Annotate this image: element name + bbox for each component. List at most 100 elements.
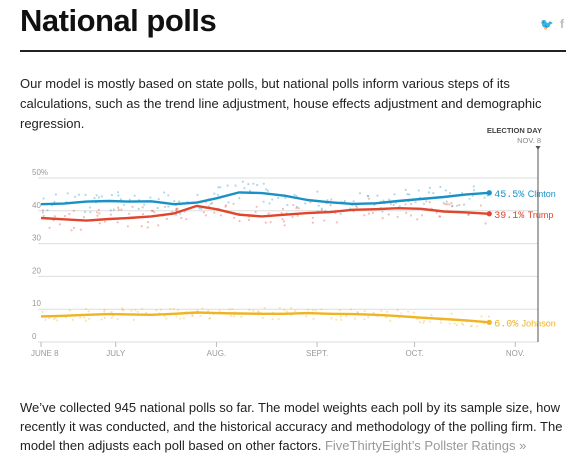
poll-dot [450,312,453,315]
poll-dot [428,320,431,323]
poll-dot [451,204,454,207]
poll-dot [320,308,323,311]
poll-dot [110,310,113,313]
series-line-johnson [40,311,490,324]
poll-dot [200,207,203,210]
poll-dot [103,220,107,223]
y-tick-label: 50% [32,168,48,177]
poll-dot [304,202,307,205]
poll-dot [103,316,106,319]
poll-dot [87,310,90,313]
y-tick-label: 40 [32,201,41,210]
poll-dot [243,187,246,190]
poll-dot [149,196,152,199]
series-end-point-johnson [486,319,492,325]
poll-dot [238,220,241,223]
twitter-icon[interactable]: 🐦 [540,19,554,31]
series-end-point-trump [486,211,492,217]
poll-dot [363,318,366,321]
poll-dot [155,309,158,312]
poll-dot [285,310,288,313]
poll-dot [416,218,419,221]
poll-dot [72,226,76,229]
series-end-label-trump: 39.1% [494,211,524,222]
poll-dot [97,208,100,211]
poll-dot [84,193,87,196]
poll-dot [41,310,44,313]
poll-dot [191,314,194,317]
poll-dot [247,218,250,221]
poll-dot [117,206,120,209]
poll-dot [283,224,286,227]
election-day-marker [535,146,541,150]
poll-dot [372,311,375,314]
poll-dot [329,204,332,207]
poll-dot [82,216,85,219]
poll-dot [71,318,74,321]
poll-dot [53,318,56,321]
poll-dot [209,202,212,205]
poll-dot [430,314,433,317]
poll-dot [404,188,407,191]
poll-dot [462,203,466,206]
poll-dot [165,317,168,320]
poll-dot [84,211,87,214]
facebook-icon[interactable]: f [560,17,564,31]
poll-dot [196,193,199,196]
poll-dot [335,318,338,321]
poll-dot [198,207,201,210]
poll-dot [211,202,214,205]
poll-dot [449,192,452,195]
poll-dot [428,201,431,204]
intro-paragraph: Our model is mostly based on state polls… [20,76,542,131]
poll-dot [172,307,175,310]
poll-dot [95,211,99,214]
poll-dot [130,309,133,312]
poll-dot [314,309,317,312]
poll-dot [141,206,144,209]
outro-paragraph: We’ve collected 945 national polls so fa… [20,398,570,455]
poll-dot [83,316,86,319]
poll-dot [93,197,96,200]
poll-dot [289,307,293,310]
poll-dot [294,309,297,313]
poll-dot [133,194,136,197]
poll-dot [153,211,156,214]
poll-dot [179,212,182,215]
poll-dot [320,209,323,212]
poll-dot [165,217,168,220]
poll-dot [151,209,154,212]
poll-dot [96,214,99,217]
outro-text: We’ve collected 945 national polls so fa… [20,400,563,453]
poll-dot [467,213,470,216]
poll-dot [363,214,366,217]
pollster-ratings-link[interactable]: FiveThirtyEight’s Pollster Ratings » [324,438,527,453]
poll-dot [422,321,425,324]
poll-dot [228,308,231,311]
poll-dot [103,310,106,313]
series-end-label-johnson: 6.0% [494,319,518,330]
poll-dot [169,307,172,310]
poll-dot [175,315,178,318]
y-tick-label: 10 [32,299,41,308]
x-tick-label: JULY [106,349,126,358]
poll-dot [292,204,295,207]
poll-dot [173,200,176,203]
poll-dot [98,222,101,225]
poll-dot [143,203,146,206]
poll-dot [122,309,125,312]
poll-dot [283,308,286,311]
poll-dot [255,205,258,208]
poll-dot [475,325,479,328]
poll-dot [247,183,250,186]
poll-dot [54,193,58,196]
poll-dot [306,308,310,311]
poll-dot [89,211,92,214]
poll-dot [134,308,137,312]
y-tick-label: 30 [32,234,41,243]
poll-dot [121,307,124,310]
poll-dot [146,221,150,224]
poll-dot [56,319,59,322]
poll-dot [358,192,362,195]
poll-dot [317,204,320,207]
